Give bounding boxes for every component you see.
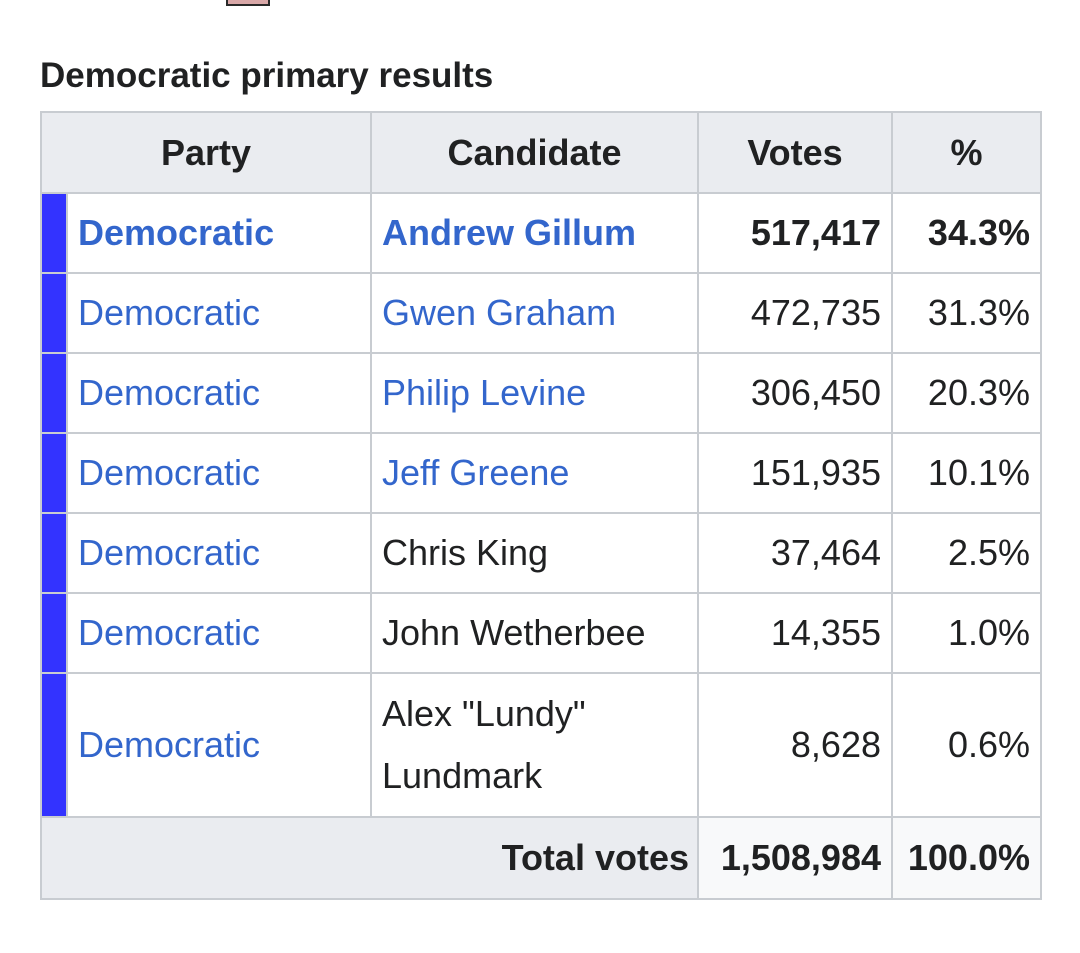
party-color-bar <box>40 432 68 514</box>
candidate-link[interactable]: Gwen Graham <box>370 272 699 354</box>
party-link[interactable]: Democratic <box>66 192 372 274</box>
header-party[interactable]: Party <box>40 111 372 194</box>
header-percent[interactable]: % <box>891 111 1042 194</box>
table-row: Democratic John Wetherbee 14,355 1.0% <box>40 592 1042 674</box>
candidate-name: Chris King <box>370 512 699 594</box>
party-color-swatch <box>226 0 270 6</box>
table-caption: Democratic primary results <box>40 56 494 95</box>
percent-cell: 20.3% <box>891 352 1042 434</box>
table-row: Democratic Gwen Graham 472,735 31.3% <box>40 272 1042 354</box>
votes-cell: 517,417 <box>697 192 893 274</box>
party-color-bar <box>40 192 68 274</box>
votes-cell: 472,735 <box>697 272 893 354</box>
table-row: Democratic Chris King 37,464 2.5% <box>40 512 1042 594</box>
votes-cell: 37,464 <box>697 512 893 594</box>
candidate-link[interactable]: Andrew Gillum <box>370 192 699 274</box>
total-percent: 100.0% <box>891 816 1042 900</box>
table-row: Democratic Jeff Greene 151,935 10.1% <box>40 432 1042 514</box>
party-link[interactable]: Democratic <box>66 272 372 354</box>
votes-cell: 8,628 <box>697 672 893 818</box>
table-row: Democratic Philip Levine 306,450 20.3% <box>40 352 1042 434</box>
party-color-bar <box>40 352 68 434</box>
header-candidate[interactable]: Candidate <box>370 111 699 194</box>
candidate-name-line1: Alex "Lundy" <box>382 693 586 734</box>
header-votes[interactable]: Votes <box>697 111 893 194</box>
total-row: Total votes 1,508,984 100.0% <box>40 816 1042 900</box>
header-row: Party Candidate Votes % <box>40 111 1042 194</box>
party-color-bar <box>40 592 68 674</box>
candidate-name: John Wetherbee <box>370 592 699 674</box>
percent-cell: 1.0% <box>891 592 1042 674</box>
candidate-name-line2: Lundmark <box>382 755 543 796</box>
votes-cell: 151,935 <box>697 432 893 514</box>
party-link[interactable]: Democratic <box>66 592 372 674</box>
party-color-bar <box>40 672 68 818</box>
total-votes: 1,508,984 <box>697 816 893 900</box>
party-link[interactable]: Democratic <box>66 512 372 594</box>
table-row: Democratic Alex "Lundy" Lundmark 8,628 0.… <box>40 672 1042 818</box>
party-link[interactable]: Democratic <box>66 352 372 434</box>
percent-cell: 10.1% <box>891 432 1042 514</box>
votes-cell: 14,355 <box>697 592 893 674</box>
party-link[interactable]: Democratic <box>66 672 372 818</box>
candidate-name: Alex "Lundy" Lundmark <box>370 672 699 818</box>
party-color-bar <box>40 512 68 594</box>
percent-cell: 2.5% <box>891 512 1042 594</box>
candidate-link[interactable]: Philip Levine <box>370 352 699 434</box>
percent-cell: 31.3% <box>891 272 1042 354</box>
total-label: Total votes <box>40 816 699 900</box>
table-row: Democratic Andrew Gillum 517,417 34.3% <box>40 192 1042 274</box>
results-table: Party Candidate Votes % Democratic Andre… <box>40 111 1042 900</box>
candidate-link[interactable]: Jeff Greene <box>370 432 699 514</box>
percent-cell: 34.3% <box>891 192 1042 274</box>
party-link[interactable]: Democratic <box>66 432 372 514</box>
percent-cell: 0.6% <box>891 672 1042 818</box>
party-color-bar <box>40 272 68 354</box>
votes-cell: 306,450 <box>697 352 893 434</box>
